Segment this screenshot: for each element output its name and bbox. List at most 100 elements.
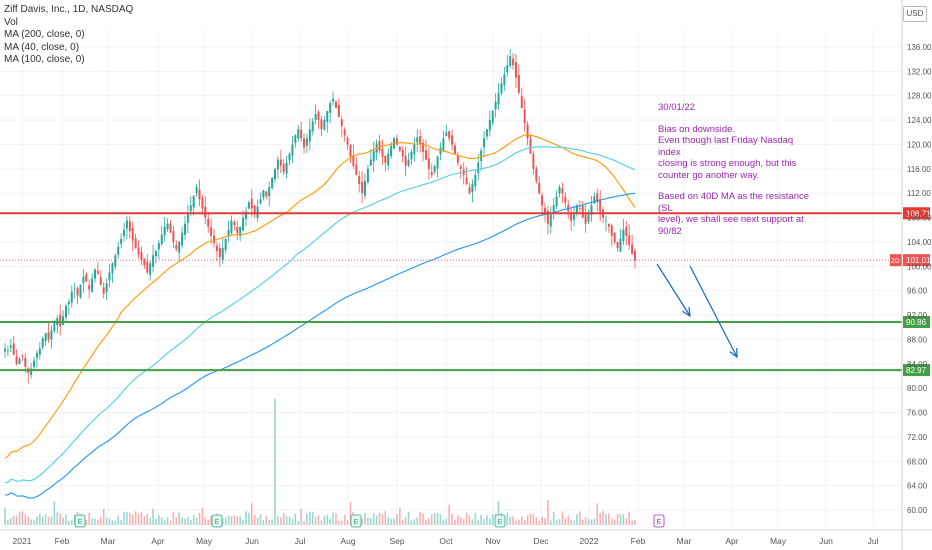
volume-bar [245,511,247,525]
volume-bar [97,519,99,525]
volume-bar [326,514,329,525]
candle-body [67,301,70,305]
candle-body [561,188,564,194]
volume-bar [198,513,201,525]
candle-body [358,176,361,185]
candle-body [192,196,195,208]
volume-bar [509,516,511,525]
candle-body [410,151,413,160]
candle-body [85,274,88,282]
candle-body [352,155,355,166]
volume-bar [248,512,250,525]
candle-body [230,220,233,234]
candle-body [291,144,294,156]
candle-body [485,129,488,137]
projection-arrows[interactable] [656,263,738,359]
symbol-title[interactable]: Ziff Davis, Inc., 1D, NASDAQ [4,4,134,15]
candle-body [181,232,184,246]
volume-bar [100,516,102,525]
candle-body [454,145,456,154]
volume-bar [387,517,390,525]
x-tick-label: Feb [631,536,646,546]
candle-body [305,138,308,146]
candle-body [143,258,146,266]
candle-body [381,148,384,157]
indicator-ma100[interactable]: MA (100, close, 0) [4,54,85,65]
volume-bar [68,520,70,525]
candle-body [596,193,599,203]
volume-bar [102,508,105,525]
volume-bar [259,514,262,525]
y-tick-label: 120.00 [907,140,932,149]
volume-bar [44,514,47,525]
time-axis[interactable]: 2021 Feb Mar Apr May Jun Jul Aug Sep Oct Nov Dec 202… [0,529,932,546]
volume-bar [21,511,24,525]
candle-body [604,220,607,222]
candle-body [366,168,369,183]
x-tick-label: Apr [151,536,164,546]
volume-bar [399,508,401,525]
volume-bar [155,518,157,525]
volume-bar [544,518,546,525]
indicator-ma40[interactable]: MA (40, close, 0) [4,41,80,53]
candle-body [41,338,44,348]
volume-bar [561,511,564,525]
candle-body [120,238,123,244]
note-paragraph-2: Based on 40D MA as the resistance (SL le… [658,191,818,237]
volume-bar [593,518,596,525]
candle-body [622,229,625,242]
candle-body [9,345,12,348]
candle-body [294,135,297,143]
candle-body [407,159,410,166]
horizontal-levels[interactable]: 108.71 90.86 82.97 ZD 101.01 [0,207,931,377]
volume-bar [425,520,427,525]
volume-bar [59,513,61,525]
candle-body [308,129,311,142]
candle-body [465,177,468,185]
moving-averages [4,134,636,499]
price-axis[interactable]: 136.00 132.00 128.00 124.00 120.00 116.00 112.… [901,0,932,550]
volume-bar [361,518,363,525]
currency-label[interactable]: USD [903,6,927,22]
volume-bar [468,515,471,525]
candle-body [300,129,303,139]
volume-bar [297,520,300,525]
candle-body [483,138,486,148]
candle-body [201,197,204,209]
volume-bar [282,513,285,525]
volume-bar [497,501,500,525]
candle-body [172,231,175,242]
candle-body [416,137,419,143]
candle-body [114,255,117,267]
x-tick-label: Feb [55,536,70,546]
candle-body [334,101,337,108]
symbol-badge [890,254,902,267]
volume-bar [204,517,207,525]
earnings-marker-label: E [78,519,83,526]
volume-bar [10,518,12,525]
trade-note[interactable]: 30/01/22 Bias on downside. Even though l… [658,102,818,247]
x-tick-label: Jun [819,536,833,546]
candle-body [413,144,416,155]
volume-bar [462,518,465,525]
candle-body [369,159,372,166]
candle-body [587,214,590,222]
volume-bar [323,515,326,525]
candle-body [509,56,512,66]
volume-bar [448,504,450,525]
candle-body [195,187,198,193]
volume-bar [634,519,636,525]
volume-bar [489,518,491,525]
volume-bar [134,511,137,525]
symbol-badge-label: ZD [891,258,900,265]
candle-body [541,195,544,206]
volume-bar [471,519,474,525]
candle-body [564,196,567,203]
volume-bar [117,515,120,525]
candle-body [634,250,636,261]
indicator-vol[interactable]: Vol [4,16,18,28]
indicator-ma200[interactable]: MA (200, close, 0) [4,29,85,40]
candle-body [390,145,393,157]
